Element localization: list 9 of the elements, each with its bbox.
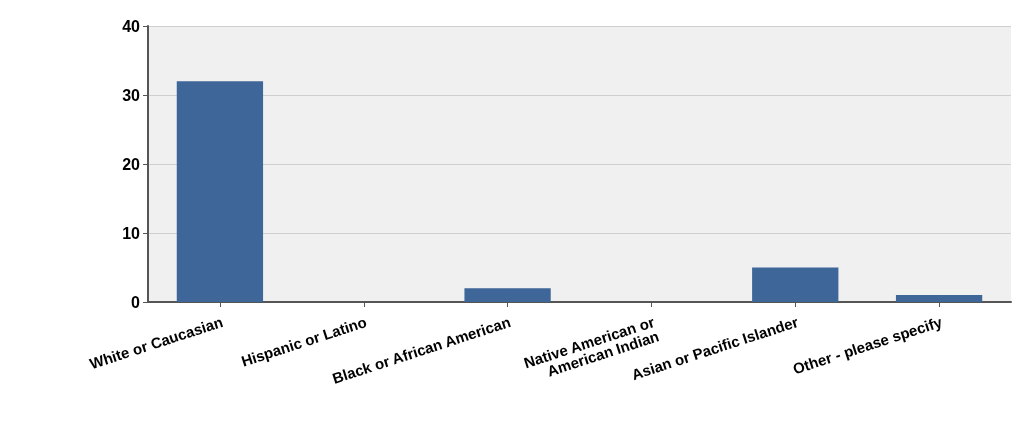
y-tick-label: 20 [122,155,141,173]
y-tick-label: 10 [122,224,141,242]
bar [752,267,839,302]
y-tick-label: 40 [122,17,141,35]
bar [895,295,983,302]
y-tick-label: 0 [131,293,141,311]
bar [464,288,551,302]
y-tick-label: 30 [122,86,141,104]
bar [176,81,264,302]
